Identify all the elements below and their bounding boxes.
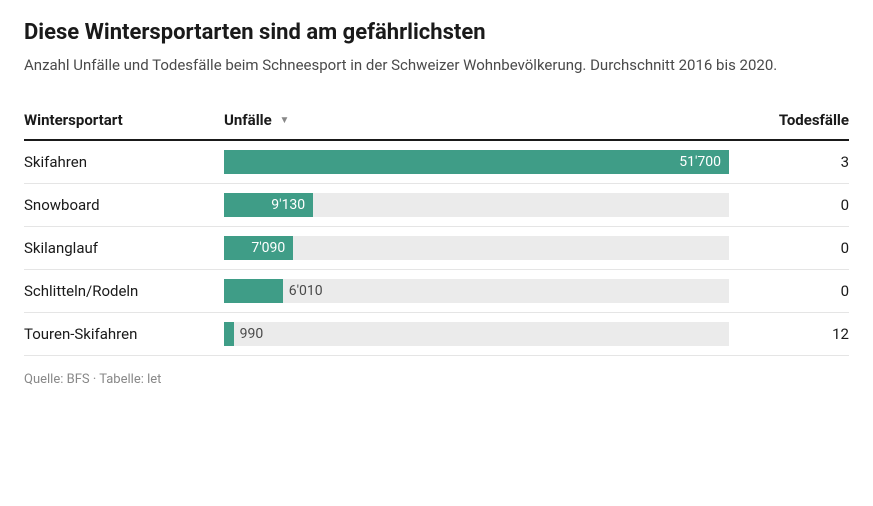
column-header-deaths[interactable]: Todesfälle — [729, 103, 849, 140]
accidents-bar-cell: 990 — [224, 312, 729, 355]
table-row: Schlitteln/Rodeln 6'010 0 — [24, 269, 849, 312]
bar-value-label: 6'010 — [289, 279, 323, 303]
column-header-accidents[interactable]: Unfälle ▼ — [224, 103, 729, 140]
bar-value-label: 9'130 — [271, 193, 305, 217]
source-line: Quelle: BFS · Tabelle: let — [24, 372, 849, 387]
deaths-cell: 0 — [729, 226, 849, 269]
table-body: Skifahren51'7003Snowboard9'1300Skilangla… — [24, 140, 849, 356]
accidents-bar-cell: 6'010 — [224, 269, 729, 312]
sport-cell: Skilanglauf — [24, 226, 224, 269]
table-row: Skilanglauf 7'090 0 — [24, 226, 849, 269]
sort-descending-icon: ▼ — [279, 115, 289, 126]
chart-title: Diese Wintersportarten sind am gefährlic… — [24, 20, 849, 45]
bar-fill — [224, 322, 234, 346]
column-header-sport[interactable]: Wintersportart — [24, 103, 224, 140]
deaths-cell: 0 — [729, 183, 849, 226]
bar-fill — [224, 279, 283, 303]
column-header-accidents-label: Unfälle — [224, 111, 272, 129]
bar-track: 51'700 — [224, 150, 729, 174]
accidents-bar-cell: 9'130 — [224, 183, 729, 226]
bar-track: 990 — [224, 322, 729, 346]
bar-value-label: 990 — [240, 322, 264, 346]
accidents-bar-cell: 7'090 — [224, 226, 729, 269]
bar-fill: 9'130 — [224, 193, 313, 217]
bar-fill: 51'700 — [224, 150, 729, 174]
table-row: Skifahren 51'700 3 — [24, 140, 849, 184]
table-row: Touren-Skifahren 990 12 — [24, 312, 849, 355]
bar-track: 6'010 — [224, 279, 729, 303]
bar-fill: 7'090 — [224, 236, 293, 260]
deaths-cell: 0 — [729, 269, 849, 312]
deaths-cell: 12 — [729, 312, 849, 355]
chart-subtitle: Anzahl Unfälle und Todesfälle beim Schne… — [24, 55, 849, 77]
sport-cell: Skifahren — [24, 140, 224, 184]
data-table: Wintersportart Unfälle ▼ Todesfälle Skif… — [24, 103, 849, 356]
bar-track: 7'090 — [224, 236, 729, 260]
bar-value-label: 7'090 — [251, 236, 285, 260]
accidents-bar-cell: 51'700 — [224, 140, 729, 184]
bar-value-label: 51'700 — [679, 150, 721, 174]
sport-cell: Schlitteln/Rodeln — [24, 269, 224, 312]
deaths-cell: 3 — [729, 140, 849, 184]
sport-cell: Snowboard — [24, 183, 224, 226]
table-row: Snowboard 9'130 0 — [24, 183, 849, 226]
table-header-row: Wintersportart Unfälle ▼ Todesfälle — [24, 103, 849, 140]
bar-track: 9'130 — [224, 193, 729, 217]
sport-cell: Touren-Skifahren — [24, 312, 224, 355]
